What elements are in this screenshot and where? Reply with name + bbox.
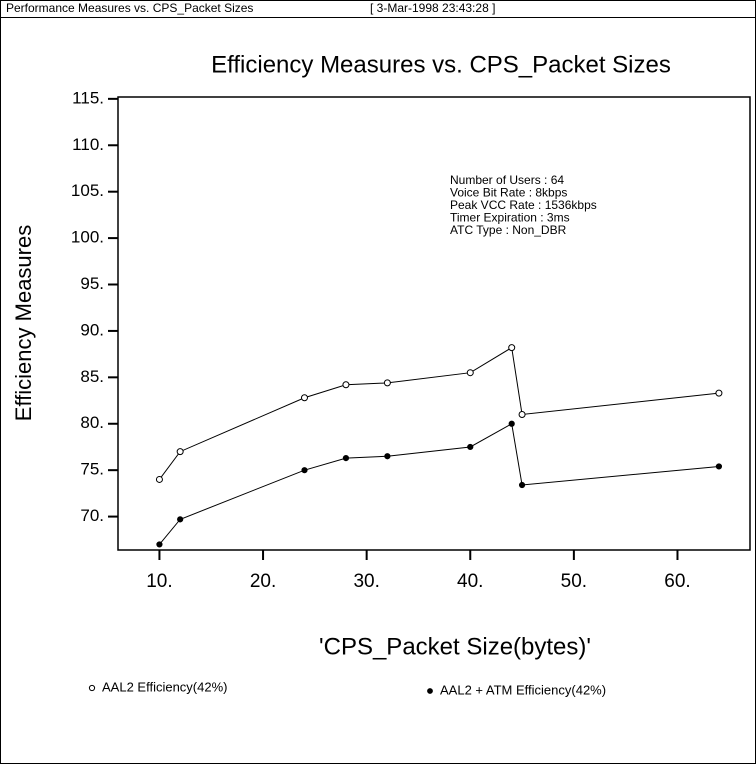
data-point [518,410,526,418]
annotation: ATC Type : Non_DBR [450,223,567,237]
y-tick-label: 100. [71,228,104,247]
annotation: Voice Bit Rate : 8kbps [450,186,567,200]
x-tick-label: 20. [250,571,276,592]
window-title: Performance Measures vs. CPS_Packet Size… [6,1,253,15]
x-tick-label: 30. [353,571,379,592]
y-tick-label: 80. [80,413,104,432]
x-tick-label: 50. [561,571,587,592]
data-point [177,516,184,523]
y-axis-label: Efficiency Measures [11,225,36,421]
annotation: Peak VCC Rate : 1536kbps [450,198,597,212]
data-point [155,475,163,483]
plot-frame [117,96,751,551]
data-point [508,344,516,352]
data-point [715,389,723,397]
annotation: Number of Users : 64 [450,173,564,187]
legend-label: AAL2 Efficiency(42%) [102,679,228,694]
annotation: Timer Expiration : 3ms [450,211,570,225]
x-tick-label: 60. [664,571,690,592]
y-tick-label: 110. [72,135,104,154]
y-tick-label: 105. [71,181,104,200]
legend-label: AAL2 + ATM Efficiency(42%) [440,682,606,697]
x-axis-label: 'CPS_Packet Size(bytes)' [319,633,591,660]
data-point [156,541,163,548]
data-point [342,381,350,389]
data-point [342,455,350,462]
legend-marker [427,688,433,694]
y-tick-label: 90. [80,320,104,339]
y-tick-label: 85. [80,367,104,386]
data-point [715,463,723,470]
data-point [383,379,391,387]
data-point [508,420,515,427]
data-point [301,467,308,474]
y-tick-label: 115. [72,88,104,107]
data-point [300,394,308,402]
legend-marker [88,684,96,692]
data-point [518,481,526,489]
y-tick-label: 75. [80,460,104,479]
window-timestamp: [ 3-Mar-1998 23:43:28 ] [370,1,495,15]
data-point [467,443,474,451]
y-tick-label: 70. [80,506,104,525]
data-point [466,369,474,377]
chart-title: Efficiency Measures vs. CPS_Packet Sizes [211,51,671,78]
x-tick-label: 40. [457,571,483,592]
y-tick-label: 95. [80,274,104,293]
x-tick-label: 10. [146,571,172,592]
data-point [384,453,391,460]
data-point [176,448,184,456]
